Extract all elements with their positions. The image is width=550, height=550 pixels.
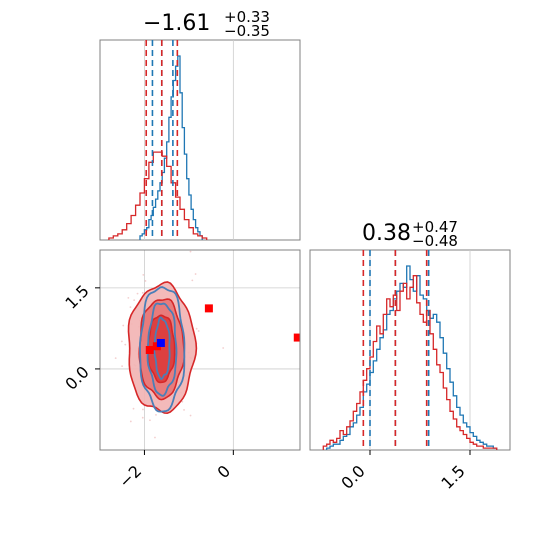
scatter-point: [181, 400, 184, 403]
scatter-point: [222, 347, 225, 349]
red-marker-1: [204, 304, 213, 313]
scatter-point: [82, 306, 84, 308]
scatter-point: [122, 324, 125, 327]
panel-2-title-value: 0.38: [362, 221, 411, 246]
y-tick-label-1: 1.5: [61, 281, 92, 312]
panel-1-frame: [99, 39, 301, 241]
scatter-point: [124, 343, 127, 346]
panel-3-x-ticks: −2 0: [115, 450, 234, 492]
panel-2-title-minus: −0.48: [412, 232, 458, 250]
panel-1-title-value: −1.61: [143, 11, 210, 36]
scatter-point: [183, 409, 185, 411]
scatter-point: [195, 327, 198, 330]
scatter-point: [141, 416, 144, 419]
panel-3-red-contours: [127, 281, 198, 415]
panel-2-title-plus: +0.47: [412, 218, 458, 236]
scatter-point: [120, 340, 123, 343]
panel-1-title-plus: +0.33: [224, 8, 270, 26]
scatter-point: [154, 436, 156, 439]
panel-2-x-ticks: 0.0 1.5: [337, 450, 471, 493]
scatter-point: [142, 408, 144, 411]
red-marker-0: [145, 346, 154, 354]
scatter-point: [129, 420, 132, 423]
histogram-series-1: [322, 275, 498, 450]
scatter-point: [155, 494, 157, 496]
scatter-point: [114, 357, 117, 360]
panel-2-title: 0.38 +0.47 −0.48: [362, 218, 458, 250]
panel-2-frame: [309, 249, 511, 451]
scatter-point: [121, 365, 123, 368]
y-tick-label-0: 0.0: [61, 362, 92, 393]
scatter-point: [189, 414, 192, 417]
scatter-point: [136, 292, 139, 295]
panel-2-quantile-lines: [362, 250, 430, 450]
scatter-point: [149, 419, 151, 422]
panel-3-frame: [99, 249, 301, 451]
histogram-series-0: [139, 55, 203, 240]
histogram-series-0: [326, 265, 498, 450]
scatter-point: [191, 279, 194, 282]
scatter-point: [197, 330, 200, 332]
scatter-point: [133, 299, 136, 301]
scatter-point: [142, 273, 145, 276]
panel-1-title-minus: −0.35: [224, 22, 270, 40]
scatter-point: [144, 280, 147, 282]
histogram-panel-2: 0.0 1.5 0.38 +0.47 −0.48: [309, 218, 511, 493]
scatter-point: [129, 306, 132, 308]
red-marker-2: [293, 333, 300, 342]
panel-1-grid: [144, 40, 234, 240]
scatter-point: [132, 407, 135, 410]
scatter-point: [127, 296, 130, 299]
histogram-series-1: [108, 151, 208, 240]
blue-marker-0: [156, 338, 165, 347]
histogram-panel-1: −1.61 +0.33 −0.35: [99, 8, 301, 241]
x-tick-label-1: 0: [214, 461, 235, 482]
panel-1-title: −1.61 +0.33 −0.35: [143, 8, 270, 40]
panel-1-quantile-lines: [145, 40, 179, 240]
contour-panel: −2 0 0.0 1.5: [61, 249, 301, 496]
scatter-point: [155, 413, 157, 416]
scatter-point: [141, 291, 144, 294]
panel-2-histograms: [322, 265, 498, 450]
x-tick-label-0: −2: [115, 461, 145, 491]
x-tick-label-0: 0.0: [337, 461, 368, 492]
panel-1-histograms: [108, 55, 208, 240]
scatter-point: [189, 250, 192, 253]
blue-contour-outer: [139, 286, 186, 413]
panel-3-markers: [145, 304, 300, 354]
x-tick-label-1: 1.5: [437, 461, 468, 492]
scatter-point: [194, 273, 197, 275]
panel-3-y-ticks: 0.0 1.5: [61, 281, 100, 394]
